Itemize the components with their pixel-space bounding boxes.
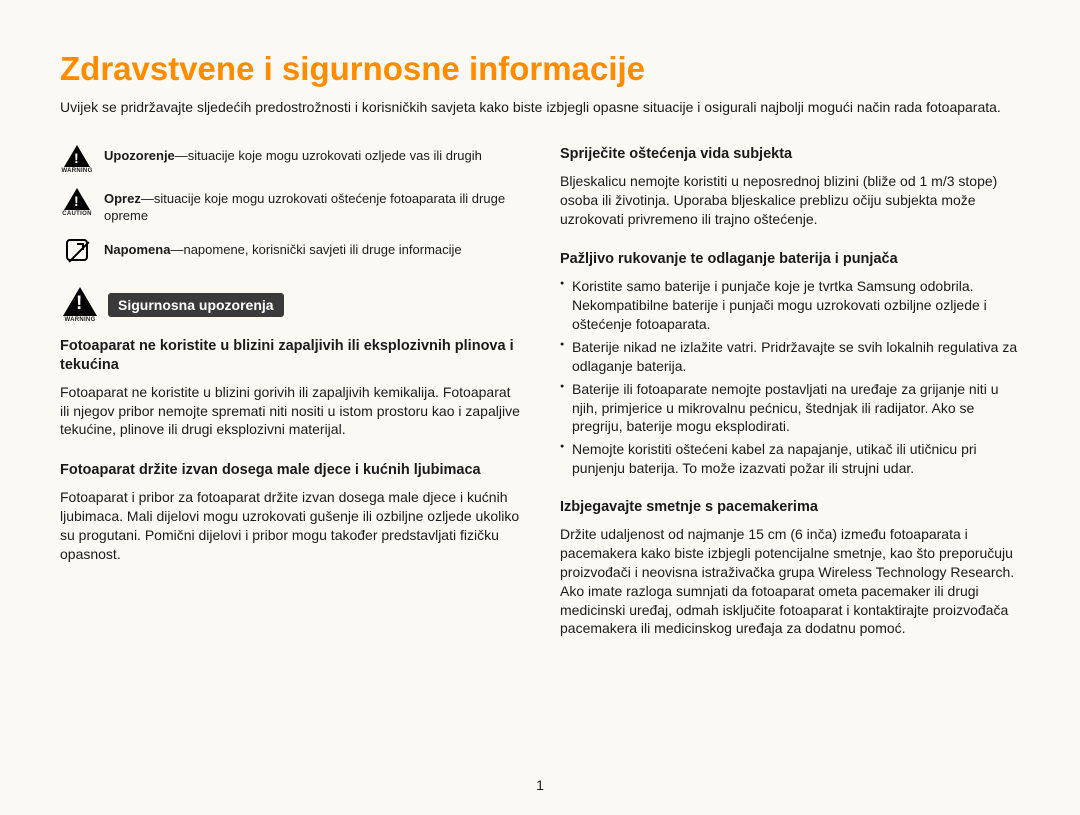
warning-icon-label: WARNING [61,168,92,174]
legend-caution-text: Oprez—situacije koje mogu uzrokovati ošt… [104,188,520,225]
page-title: Zdravstvene i sigurnosne informacije [60,50,1020,88]
safety-banner: WARNING Sigurnosna upozorenja [60,287,520,323]
list-item: Baterije ili fotoaparate nemojte postavl… [560,380,1020,437]
right-heading-3: Izbjegavajte smetnje s pacemakerima [560,498,1020,517]
left-para-1: Fotoaparat ne koristite u blizini gorivi… [60,383,520,440]
right-para-1: Bljeskalicu nemojte koristiti u neposred… [560,172,1020,229]
legend-note-text: Napomena—napomene, korisnički savjeti il… [104,239,462,259]
battery-list: Koristite samo baterije i punjače koje j… [560,277,1020,478]
intro-text: Uvijek se pridržavajte sljedećih predost… [60,98,1020,117]
banner-icon-label: WARNING [64,317,95,323]
left-para-2: Fotoaparat i pribor za fotoaparat držite… [60,488,520,564]
legend-note-label: Napomena [104,242,170,257]
legend-caution-label: Oprez [104,191,141,206]
list-item: Nemojte koristiti oštećeni kabel za napa… [560,440,1020,478]
banner-warning-icon: WARNING [60,287,100,323]
legend-note: Napomena—napomene, korisnički savjeti il… [60,239,520,261]
banner-label: Sigurnosna upozorenja [108,293,284,317]
list-item: Koristite samo baterije i punjače koje j… [560,277,1020,334]
list-item: Baterije nikad ne izlažite vatri. Pridrž… [560,338,1020,376]
right-heading-1: Spriječite oštećenja vida subjekta [560,145,1020,164]
caution-icon: CAUTION [60,188,94,217]
legend-warning-label: Upozorenje [104,148,175,163]
right-column: Spriječite oštećenja vida subjekta Bljes… [560,145,1020,660]
note-icon [60,239,94,261]
right-heading-2: Pažljivo rukovanje te odlaganje baterija… [560,250,1020,269]
content-columns: WARNING Upozorenje—situacije koje mogu u… [60,145,1020,660]
page-number: 1 [536,777,544,793]
legend-warning: WARNING Upozorenje—situacije koje mogu u… [60,145,520,174]
right-para-3: Držite udaljenost od najmanje 15 cm (6 i… [560,525,1020,638]
left-heading-1: Fotoaparat ne koristite u blizini zapalj… [60,337,520,375]
left-heading-2: Fotoaparat držite izvan dosega male djec… [60,461,520,480]
caution-icon-label: CAUTION [62,211,91,217]
legend-warning-text: Upozorenje—situacije koje mogu uzrokovat… [104,145,482,165]
left-column: WARNING Upozorenje—situacije koje mogu u… [60,145,520,660]
warning-icon: WARNING [60,145,94,174]
legend-caution: CAUTION Oprez—situacije koje mogu uzroko… [60,188,520,225]
